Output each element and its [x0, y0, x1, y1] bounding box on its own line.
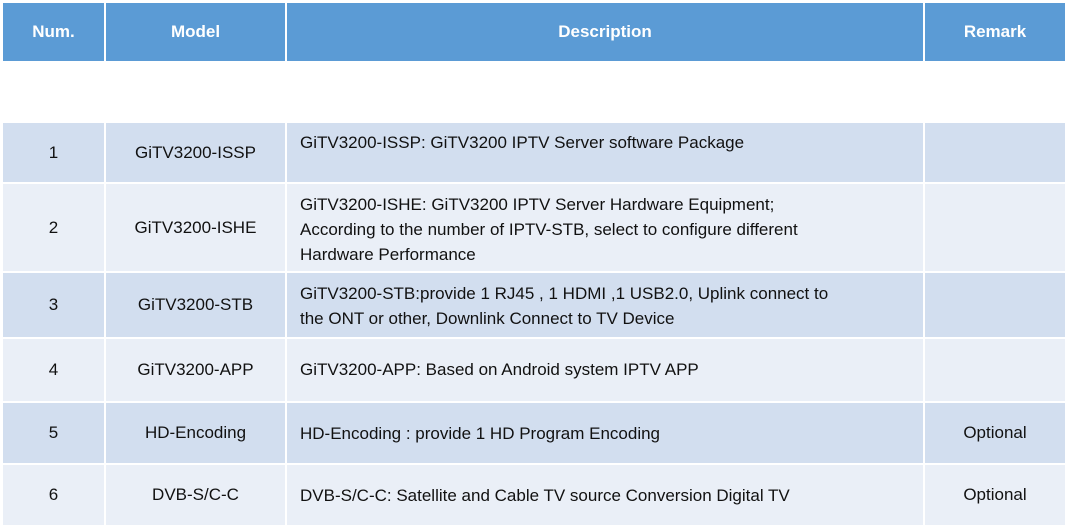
cell-num: 5 — [3, 403, 104, 463]
header-description: Description — [287, 3, 923, 61]
cell-num: 3 — [3, 273, 104, 337]
cell-remark — [925, 184, 1065, 271]
header-model: Model — [106, 3, 285, 61]
cell-remark — [925, 273, 1065, 337]
cell-description: HD-Encoding : provide 1 HD Program Encod… — [287, 403, 923, 463]
cell-model: HD-Encoding — [106, 403, 285, 463]
cell-model: DVB-S/C-C — [106, 465, 285, 525]
table-row: 5 HD-Encoding HD-Encoding : provide 1 HD… — [3, 403, 1065, 463]
cell-num: 1 — [3, 123, 104, 182]
cell-remark: Optional — [925, 465, 1065, 525]
cell-remark — [925, 339, 1065, 401]
header-row: Num. Model Description Remark — [3, 3, 1065, 61]
header-num: Num. — [3, 3, 104, 61]
table-row: 4 GiTV3200-APP GiTV3200-APP: Based on An… — [3, 339, 1065, 401]
cell-description: DVB-S/C-C: Satellite and Cable TV source… — [287, 465, 923, 525]
table-row: 6 DVB-S/C-C DVB-S/C-C: Satellite and Cab… — [3, 465, 1065, 525]
cell-num: 2 — [3, 184, 104, 271]
cell-description: GiTV3200-ISHE: GiTV3200 IPTV Server Hard… — [287, 184, 923, 271]
table-row: 2 GiTV3200-ISHE GiTV3200-ISHE: GiTV3200 … — [3, 184, 1065, 271]
cell-model: GiTV3200-STB — [106, 273, 285, 337]
cell-description: GiTV3200-ISSP: GiTV3200 IPTV Server soft… — [287, 123, 923, 182]
cell-description: GiTV3200-STB:provide 1 RJ45 , 1 HDMI ,1 … — [287, 273, 923, 337]
table-row: 1 GiTV3200-ISSP GiTV3200-ISSP: GiTV3200 … — [3, 123, 1065, 182]
cell-model: GiTV3200-ISHE — [106, 184, 285, 271]
cell-remark — [925, 123, 1065, 182]
cell-num: 6 — [3, 465, 104, 525]
cell-model: GiTV3200-ISSP — [106, 123, 285, 182]
cell-num: 4 — [3, 339, 104, 401]
header-remark: Remark — [925, 3, 1065, 61]
table-row: 3 GiTV3200-STB GiTV3200-STB:provide 1 RJ… — [3, 273, 1065, 337]
cell-remark: Optional — [925, 403, 1065, 463]
cell-model: GiTV3200-APP — [106, 339, 285, 401]
cell-description: GiTV3200-APP: Based on Android system IP… — [287, 339, 923, 401]
